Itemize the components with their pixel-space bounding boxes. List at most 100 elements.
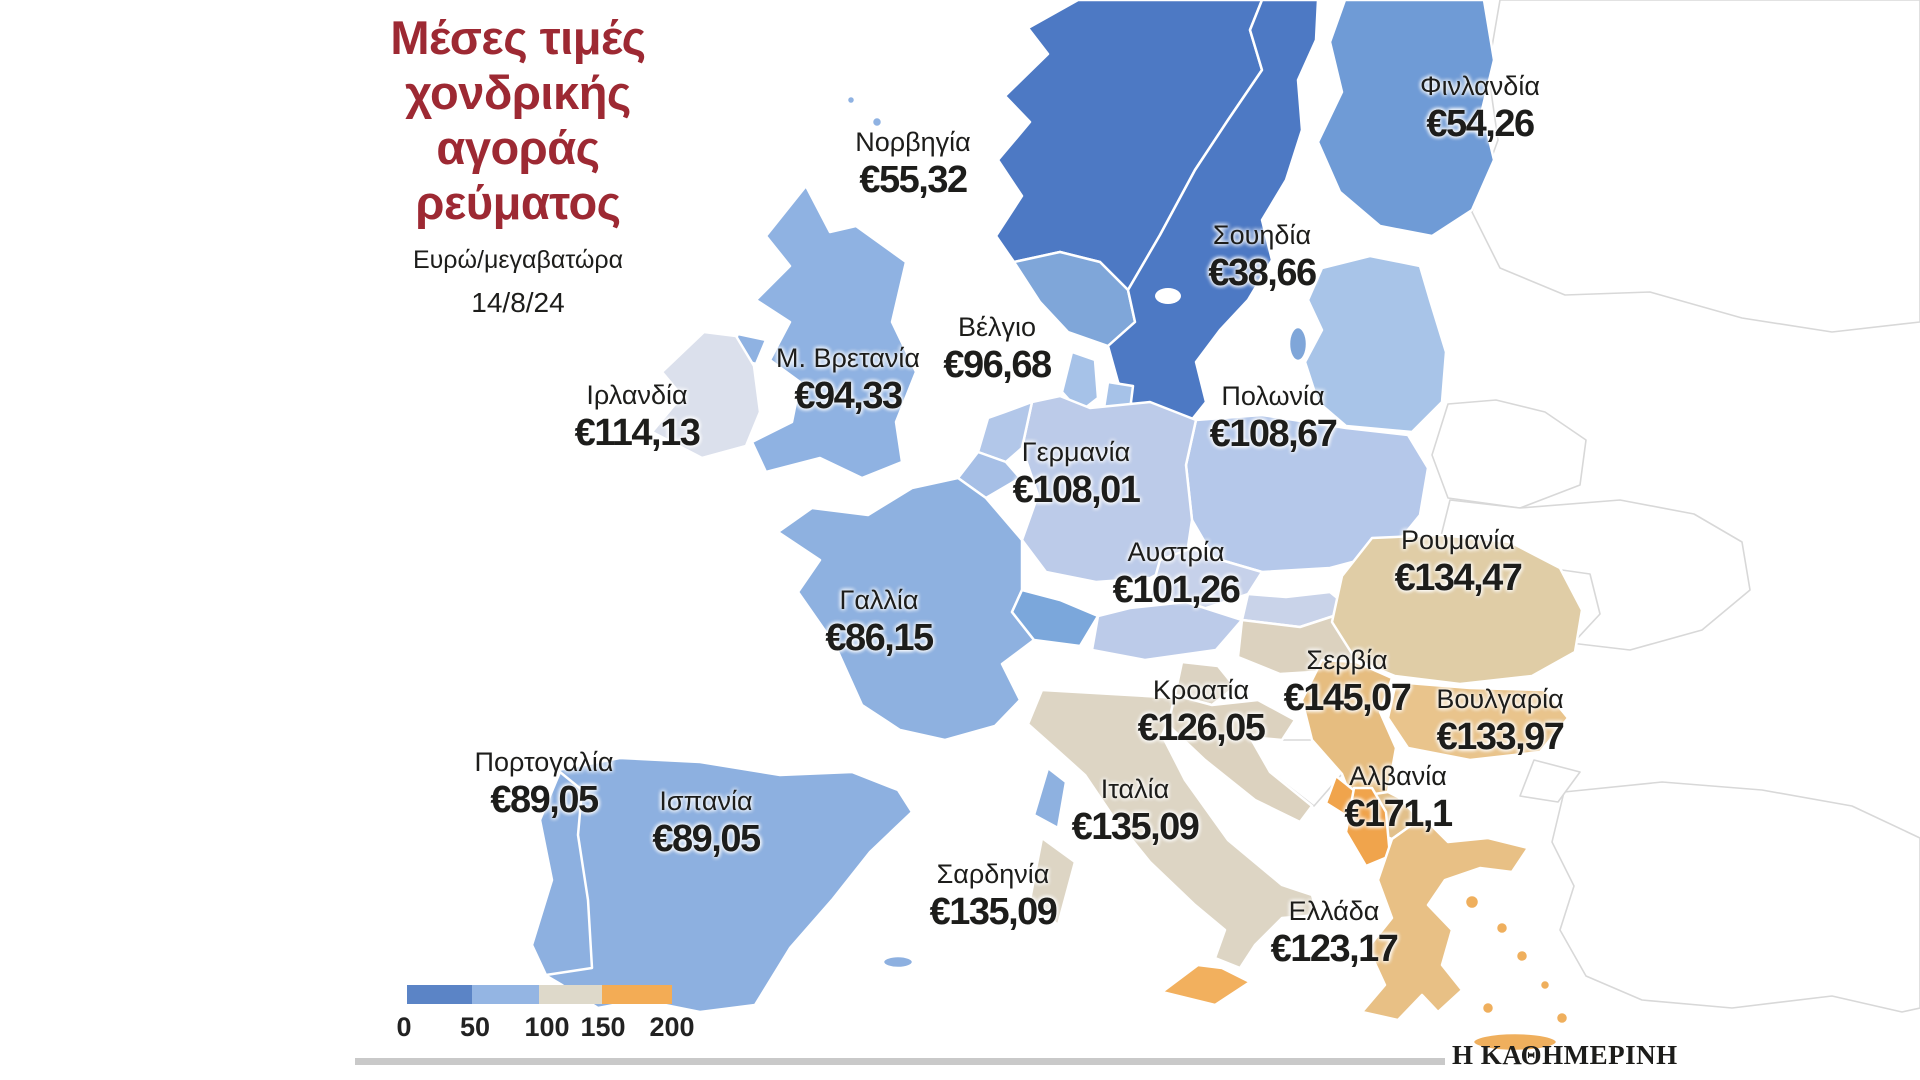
map-bulgaria — [1386, 680, 1570, 762]
label-albania: Αλβανία €171,1 — [1344, 760, 1453, 836]
map-great-britain — [750, 184, 918, 480]
country-name: Κροατία — [1152, 675, 1250, 705]
legend-swatch-100-150 — [539, 985, 602, 1004]
map-sweden — [1106, 0, 1320, 434]
country-value: €135,09 — [1071, 806, 1200, 848]
country-value: €89,05 — [652, 818, 761, 860]
title-line-2: χονδρικής — [405, 66, 631, 119]
map-crete — [1471, 1031, 1559, 1053]
country-value: €101,26 — [1112, 569, 1241, 611]
country-name: Μ. Βρετανία — [776, 343, 920, 373]
map-austria — [1090, 600, 1244, 662]
label-ireland: Ιρλανδία €114,13 — [574, 379, 701, 455]
map-greek-island-1 — [1463, 893, 1481, 911]
label-sardinia: Σαρδηνία €135,09 — [930, 858, 1058, 934]
map-sicily — [1160, 963, 1252, 1007]
country-name: Αλβανία — [1349, 761, 1447, 791]
country-name: Ιταλία — [1100, 774, 1170, 804]
legend-swatch-150-200 — [602, 985, 672, 1004]
country-value: €126,05 — [1137, 707, 1266, 749]
map-turkey — [1551, 781, 1920, 1013]
country-name: Βέλγιο — [957, 312, 1037, 342]
country-value: €54,26 — [1426, 103, 1535, 145]
label-norway: Νορβηγία €55,32 — [855, 126, 971, 202]
country-value: €134,47 — [1394, 557, 1523, 599]
label-spain: Ισπανία €89,05 — [652, 785, 761, 861]
map-greece — [1360, 817, 1530, 1022]
label-belgium: Βέλγιο €96,68 — [943, 311, 1052, 387]
country-name: Ελλάδα — [1288, 896, 1380, 926]
map-croatia — [1166, 693, 1314, 824]
country-name: Βουλγαρία — [1436, 684, 1564, 714]
brand-logo: Η ΚΑΘΗΜΕΡΙΝΗ — [1452, 1040, 1678, 1070]
map-switzerland — [1010, 588, 1100, 648]
page-title: Μέσες τιμές χονδρικής αγοράς ρεύματος — [318, 10, 718, 230]
map-shetland-2 — [883, 137, 895, 149]
label-romania: Ρουμανία €134,47 — [1394, 524, 1523, 600]
country-value: €38,66 — [1208, 252, 1317, 294]
country-name: Σουηδία — [1212, 220, 1312, 250]
map-greek-island-5 — [1480, 1000, 1496, 1016]
country-name: Πολωνία — [1221, 381, 1325, 411]
country-name: Γαλλία — [839, 585, 919, 615]
map-belgium — [956, 450, 1022, 500]
label-poland: Πολωνία €108,67 — [1210, 380, 1338, 456]
label-croatia: Κροατία €126,05 — [1137, 674, 1266, 750]
label-portugal: Πορτογαλία €89,05 — [474, 746, 613, 822]
label-great-britain: Μ. Βρετανία €94,33 — [776, 342, 920, 418]
map-ireland — [650, 330, 762, 460]
label-serbia: Σερβία €145,07 — [1283, 644, 1412, 720]
country-name: Ισπανία — [659, 786, 753, 816]
label-france: Γαλλία €86,15 — [825, 584, 934, 660]
legend-tick-0: 0 — [396, 1012, 412, 1042]
legend-tick-100: 100 — [524, 1012, 570, 1042]
map-italy — [1026, 688, 1320, 970]
map-greek-island-6 — [1554, 1010, 1570, 1026]
map-greek-island-3 — [1514, 948, 1530, 964]
label-sweden: Σουηδία €38,66 — [1208, 219, 1317, 295]
legend-tick-150: 150 — [580, 1012, 626, 1042]
country-name: Νορβηγία — [855, 127, 971, 157]
unit-label: Ευρώ/μεγαβατώρα — [412, 246, 624, 274]
country-value: €145,07 — [1283, 677, 1412, 719]
country-value: €89,05 — [490, 779, 599, 821]
map-portugal — [530, 770, 594, 977]
label-austria: Αυστρία €101,26 — [1112, 536, 1241, 612]
country-value: €86,15 — [825, 617, 934, 659]
country-name: Αυστρία — [1127, 537, 1225, 567]
country-name: Ρουμανία — [1400, 525, 1516, 555]
title-line-3: αγοράς — [436, 121, 600, 174]
map-gotland — [1287, 325, 1309, 363]
map-sardinia — [1028, 836, 1077, 927]
map-turkey-thrace — [1519, 759, 1581, 803]
title-line-4: ρεύματος — [415, 176, 621, 229]
country-name: Φινλανδία — [1420, 71, 1540, 101]
map-greek-island-4 — [1538, 978, 1552, 992]
legend-tick-50: 50 — [459, 1012, 491, 1042]
label-italy: Ιταλία €135,09 — [1071, 773, 1200, 849]
map-corsica — [1032, 766, 1068, 830]
legend-swatch-0-50 — [407, 985, 472, 1004]
label-finland: Φινλανδία €54,26 — [1420, 70, 1540, 146]
map-shetland-1 — [870, 115, 884, 129]
country-value: €114,13 — [574, 412, 701, 454]
map-greek-island-2 — [1494, 920, 1510, 936]
map-romania — [1330, 533, 1584, 686]
country-value: €123,17 — [1270, 928, 1399, 970]
country-name: Σαρδηνία — [936, 859, 1050, 889]
country-value: €94,33 — [794, 375, 903, 417]
map-finland — [1316, 0, 1496, 238]
country-value: €171,1 — [1344, 793, 1453, 835]
title-line-1: Μέσες τιμές — [390, 11, 646, 64]
country-value: €108,01 — [1012, 469, 1141, 511]
country-value: €55,32 — [859, 159, 968, 201]
country-value: €133,97 — [1436, 716, 1565, 758]
title-block: Μέσες τιμές χονδρικής αγοράς ρεύματος Ευ… — [318, 10, 718, 319]
country-value: €96,68 — [943, 344, 1052, 386]
legend-swatch-50-100 — [472, 985, 539, 1004]
legend-tick-200: 200 — [649, 1012, 695, 1042]
country-name: Ιρλανδία — [586, 380, 688, 410]
label-greece: Ελλάδα €123,17 — [1270, 895, 1399, 971]
map-belarus — [1431, 399, 1587, 509]
